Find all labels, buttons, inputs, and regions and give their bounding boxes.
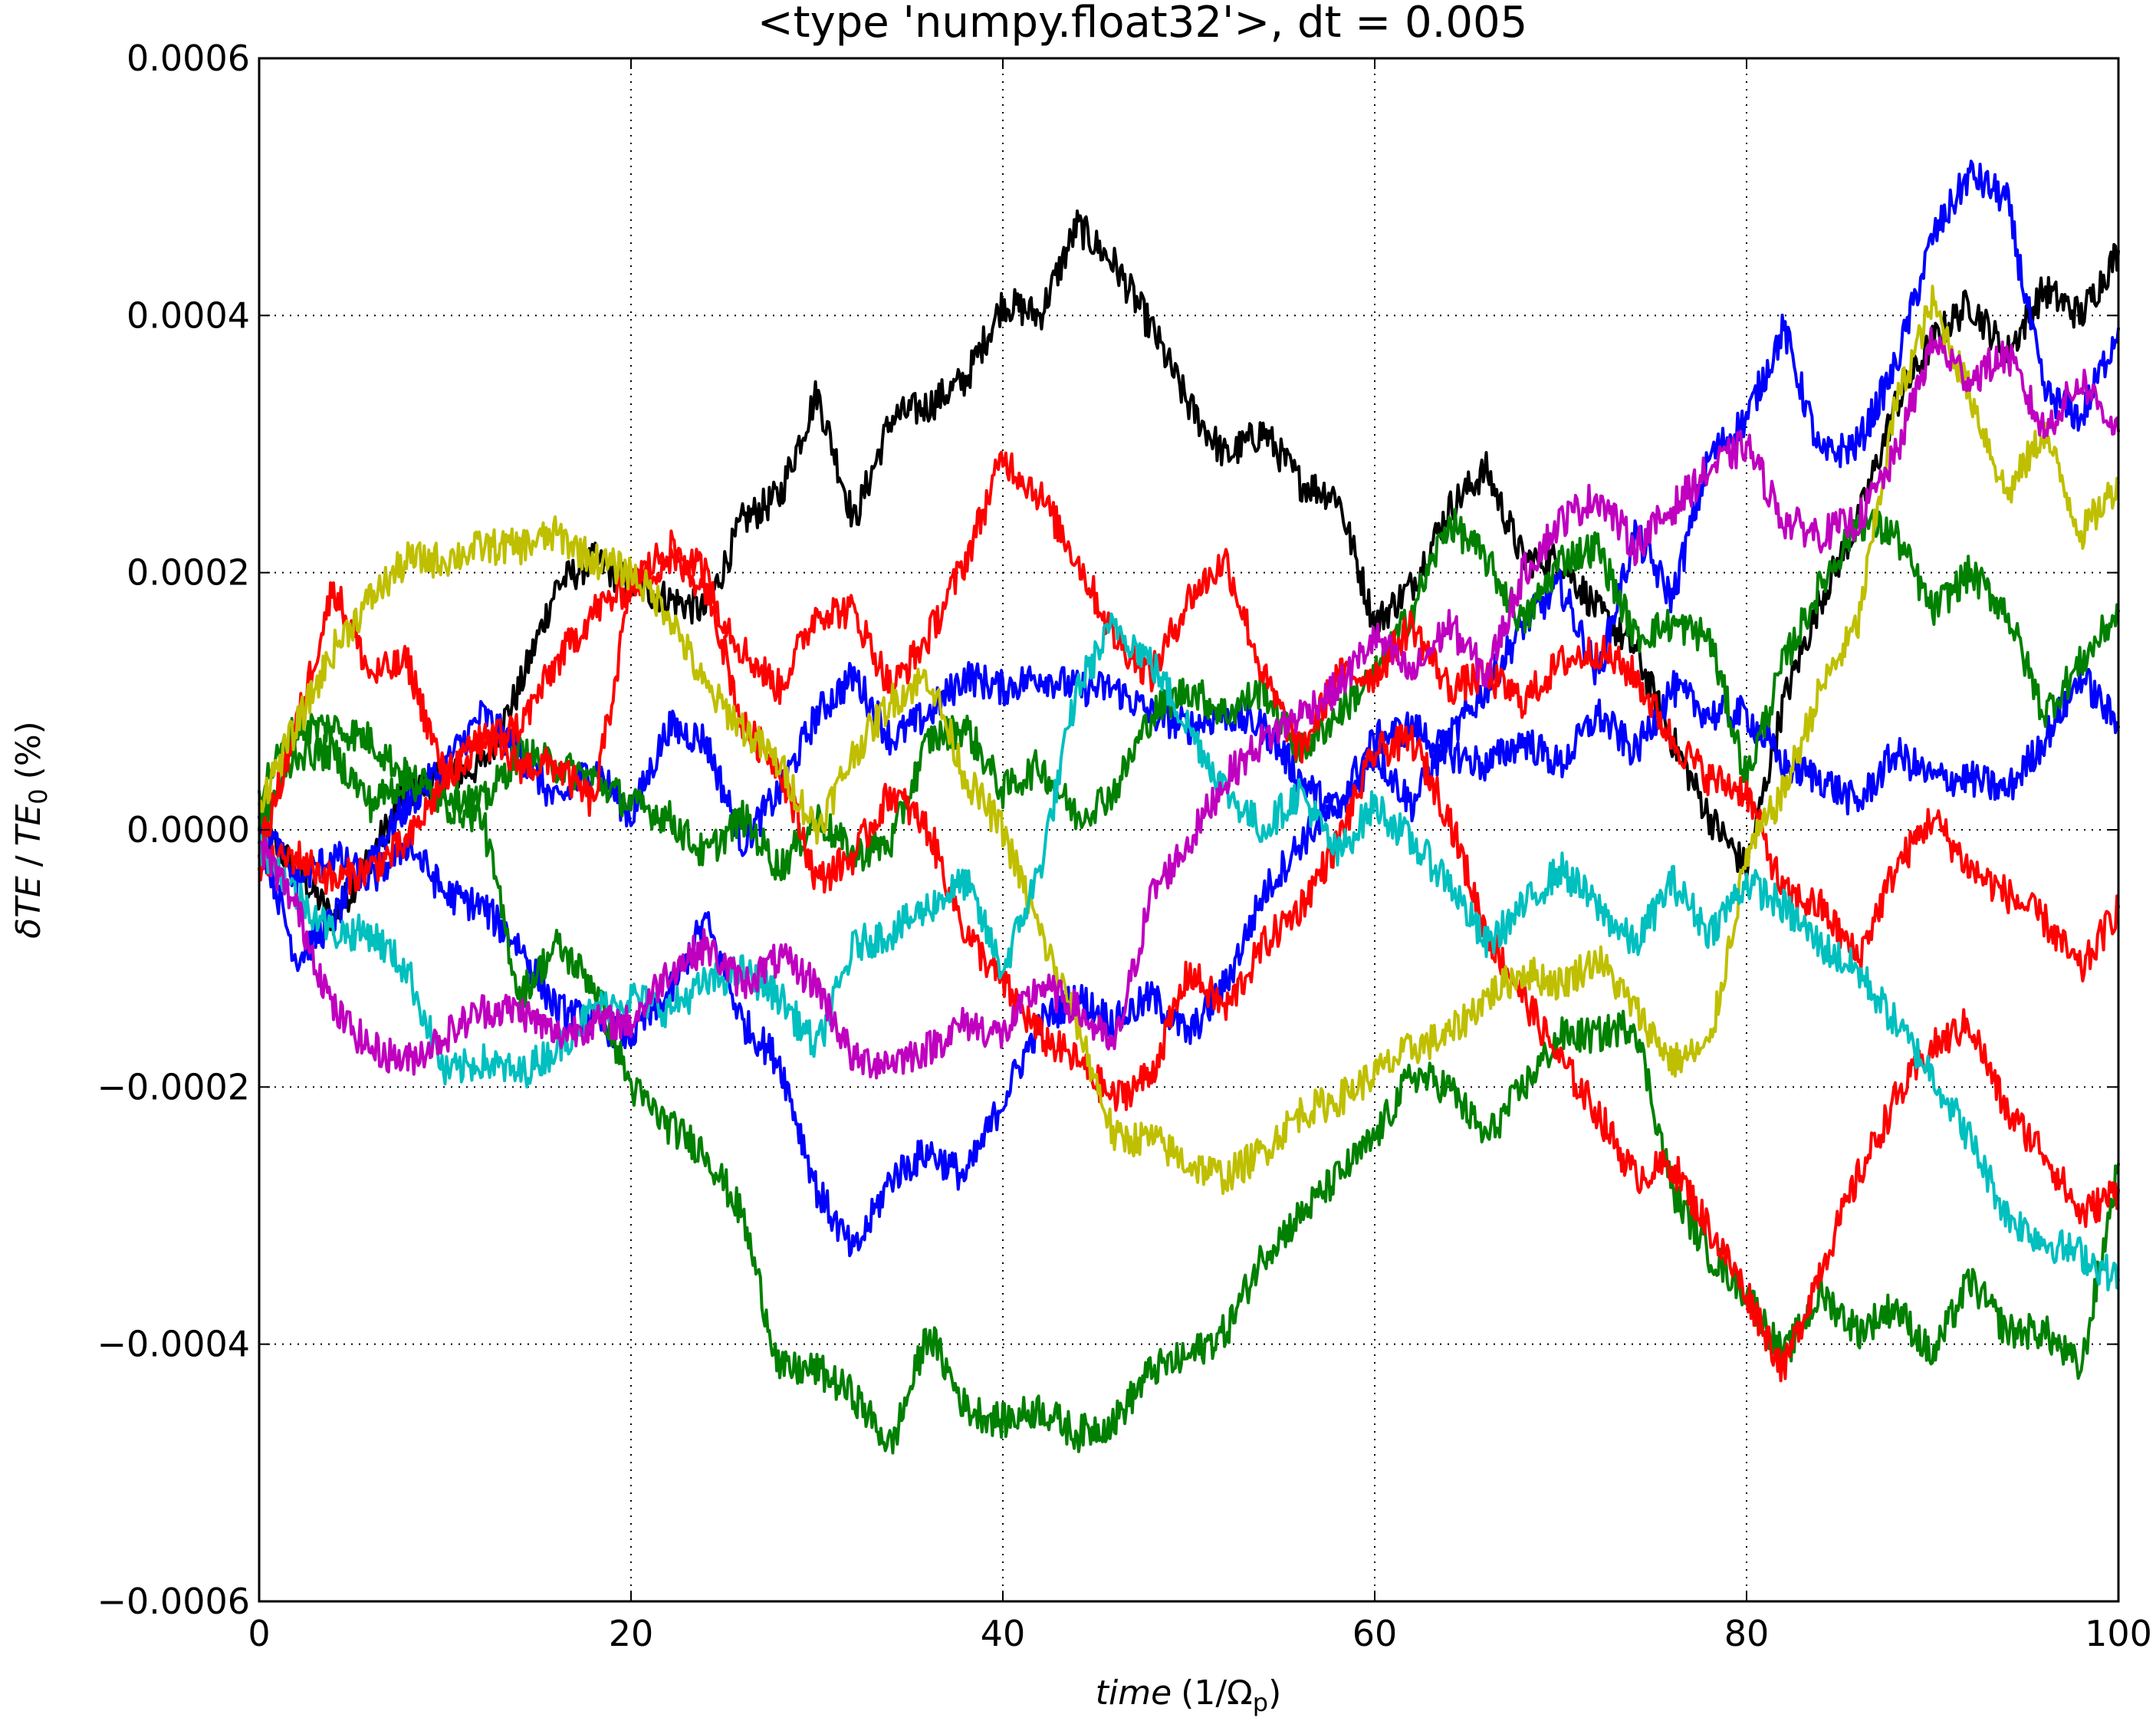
x-tick-label: 80 — [1724, 1613, 1770, 1654]
y-tick-label: 0.0006 — [127, 38, 250, 79]
y-axis-label-unit: (%) — [9, 721, 48, 779]
y-tick-label: −0.0002 — [97, 1066, 251, 1107]
grid — [259, 58, 2118, 1601]
series-group — [258, 160, 2120, 1455]
y-tick-label: −0.0004 — [97, 1324, 251, 1365]
series-line-6 — [258, 450, 2120, 982]
series-line-5 — [258, 733, 2120, 1455]
chart-title: <type 'numpy.float32'>, dt = 0.005 — [758, 0, 1528, 48]
y-tick-label: −0.0006 — [97, 1581, 251, 1622]
y-axis-label-subscript: 0 — [24, 788, 53, 804]
x-tick-label: 0 — [248, 1613, 270, 1654]
x-axis-label-subscript: p — [1253, 1688, 1268, 1717]
series-line-1 — [258, 209, 2120, 936]
series-line-7 — [258, 529, 2120, 1383]
series-line-2 — [258, 160, 2120, 972]
y-axis-label: δTE/TE0(%) — [9, 721, 53, 939]
series-line-4 — [258, 508, 2120, 881]
x-axis-label: time (1/Ωp) — [1096, 1673, 1282, 1717]
y-axis-label-slash: / — [9, 855, 48, 867]
y-axis-label-delta: δ — [9, 918, 48, 939]
x-tick-label: 60 — [1352, 1613, 1398, 1654]
y-tick-label: 0.0002 — [127, 552, 250, 594]
series-line-9 — [258, 612, 2120, 1292]
x-tick-label: 40 — [981, 1613, 1026, 1654]
y-tick-label: 0.0004 — [127, 295, 250, 336]
x-tick-label: 100 — [2085, 1613, 2152, 1654]
y-axis-label-te0: TE — [9, 804, 48, 846]
x-axis-label-close: ) — [1268, 1673, 1281, 1713]
y-axis-label-te: TE — [9, 876, 48, 918]
series-line-10 — [258, 327, 2120, 1080]
ticks: 0 20 40 60 80 100 0.0006 0.0004 0.0002 0.0000 −0.0… — [97, 38, 2152, 1654]
series-line-8 — [258, 285, 2120, 1196]
x-axis-label-unit: (1/Ω — [1181, 1673, 1253, 1713]
x-tick-label: 20 — [609, 1613, 654, 1654]
x-axis-label-main: time — [1096, 1673, 1172, 1713]
y-tick-label: 0.0000 — [127, 809, 250, 851]
series-line-3 — [258, 668, 2120, 1258]
